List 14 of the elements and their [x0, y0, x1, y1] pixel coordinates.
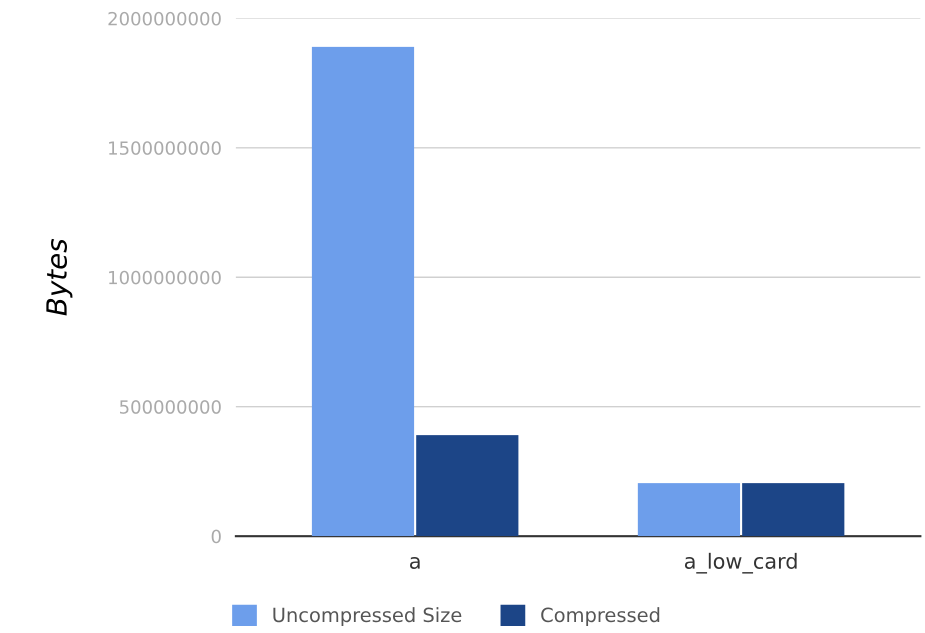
legend-label: Uncompressed Size: [273, 607, 462, 626]
bar: [312, 46, 414, 536]
y-tick-label: 1500000000: [109, 141, 221, 155]
legend-label: Compressed: [541, 607, 660, 626]
bar: [742, 483, 844, 536]
y-axis-title: Bytes: [46, 238, 72, 316]
y-tick-label: 500000000: [120, 400, 221, 414]
bar: [638, 483, 740, 536]
y-tick-label: 0: [212, 530, 221, 544]
y-tick-label: 1000000000: [109, 270, 221, 284]
x-tick-label: a: [410, 556, 420, 569]
y-tick-label: 2000000000: [108, 12, 221, 26]
bar: [416, 435, 518, 536]
x-tick-label: a_low_card: [684, 552, 797, 574]
